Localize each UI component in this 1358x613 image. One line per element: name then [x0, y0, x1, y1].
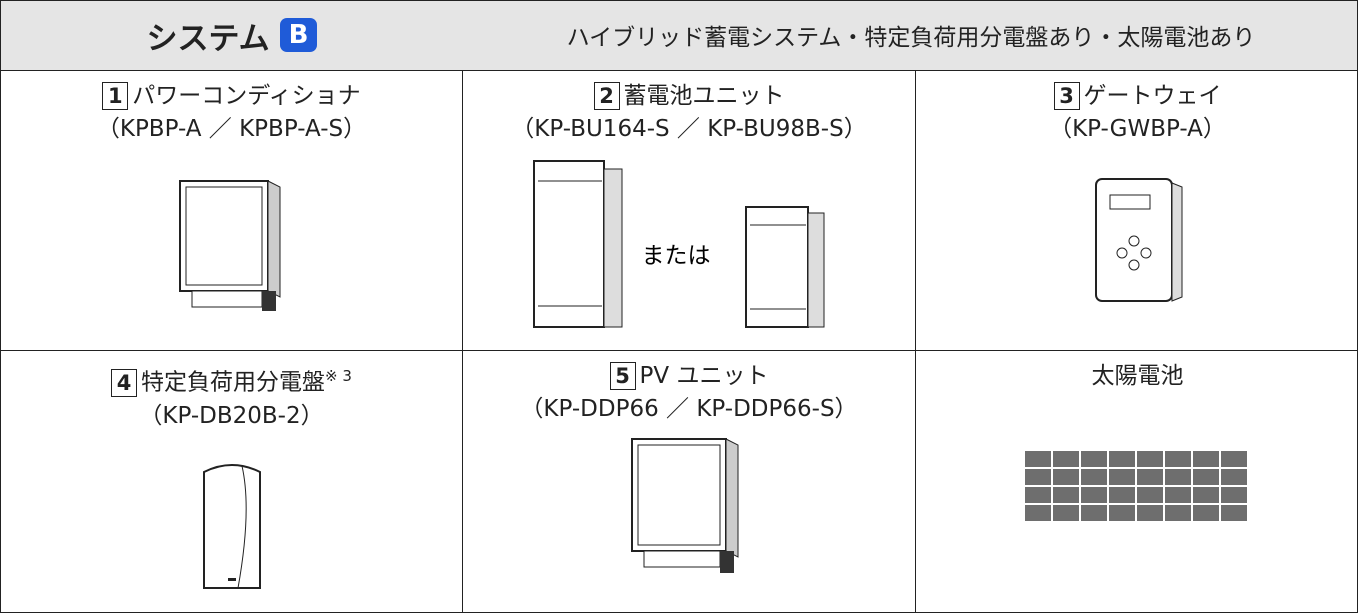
solar-cell [1024, 469, 1051, 485]
cell: 5 PV ユニット （KP-DDP66 ／ KP-DDP66-S） [463, 351, 916, 612]
solar-cell [1080, 451, 1107, 467]
model: （KP-GWBP-A） [1049, 116, 1226, 142]
solar-panel-image [1024, 451, 1247, 521]
description: ハイブリッド蓄電システム・特定負荷用分電盤あり・太陽電池あり [566, 25, 1256, 51]
number: 4 [111, 368, 138, 397]
cell: 2 蓄電池ユニット （KP-BU164-S ／ KP-BU98B-S） または [463, 71, 916, 351]
header: システム B ハイブリッド蓄電システム・特定負荷用分電盤あり・太陽電池あり [1, 1, 1357, 71]
number: 2 [593, 82, 620, 110]
name: ゲートウェイ [1083, 83, 1222, 109]
solar-cell [1220, 451, 1247, 467]
product-image: または [533, 160, 825, 328]
solar-cell [1108, 505, 1135, 521]
model: （KP-BU164-S ／ KP-BU98B-S） [511, 116, 867, 142]
solar-cell [1052, 469, 1079, 485]
solar-cell [1192, 487, 1219, 503]
product-image [1094, 178, 1182, 302]
solar-cell [1164, 451, 1191, 467]
name: パワーコンディショナ [132, 83, 361, 109]
model: （KP-DB20B-2） [139, 402, 324, 429]
solar-cell [1052, 451, 1079, 467]
number: 1 [102, 82, 129, 110]
solar-cell [1052, 505, 1079, 521]
number: 5 [609, 362, 636, 390]
solar-cell [1136, 469, 1163, 485]
product-image [178, 180, 280, 311]
product-image [202, 463, 261, 589]
product-image [631, 438, 739, 573]
solar-cell [1080, 505, 1107, 521]
solar-cell [1108, 451, 1135, 467]
name: 蓄電池ユニット [623, 83, 785, 109]
solar-cell [1192, 469, 1219, 485]
or-text: または [642, 243, 711, 269]
solar-cell [1080, 469, 1107, 485]
name: 特定負荷用分電盤 [141, 369, 326, 396]
name: 太陽電池 [1091, 363, 1184, 389]
solar-cell [1024, 451, 1051, 467]
solar-cell [1220, 469, 1247, 485]
title: システム [146, 20, 270, 57]
solar-cell [1220, 487, 1247, 503]
name: PV ユニット [639, 363, 769, 389]
solar-cell [1136, 505, 1163, 521]
cell: 1 パワーコンディショナ （KPBP-A ／ KPBP-A-S） [1, 71, 463, 351]
solar-cell [1220, 505, 1247, 521]
cell: 4 特定負荷用分電盤※ 3 （KP-DB20B-2） [1, 351, 463, 612]
solar-cell [1024, 505, 1051, 521]
solar-cell [1164, 469, 1191, 485]
cell: 3 ゲートウェイ （KP-GWBP-A） [916, 71, 1357, 351]
solar-cell [1108, 487, 1135, 503]
badge: B [279, 18, 318, 52]
model: （KP-DDP66 ／ KP-DDP66-S） [520, 396, 858, 422]
solar-cell [1080, 487, 1107, 503]
solar-cell [1052, 487, 1079, 503]
solar-cell [1024, 487, 1051, 503]
solar-cell [1136, 487, 1163, 503]
solar-cell [1164, 505, 1191, 521]
solar-cell [1108, 469, 1135, 485]
cell: 太陽電池 [916, 351, 1357, 612]
solar-cell [1136, 451, 1163, 467]
solar-cell [1192, 451, 1219, 467]
number: 3 [1053, 82, 1080, 110]
model: （KPBP-A ／ KPBP-A-S） [96, 116, 367, 142]
solar-cell [1192, 505, 1219, 521]
note: ※ 3 [325, 367, 352, 385]
title-area: システム B [1, 1, 463, 69]
solar-cell [1164, 487, 1191, 503]
